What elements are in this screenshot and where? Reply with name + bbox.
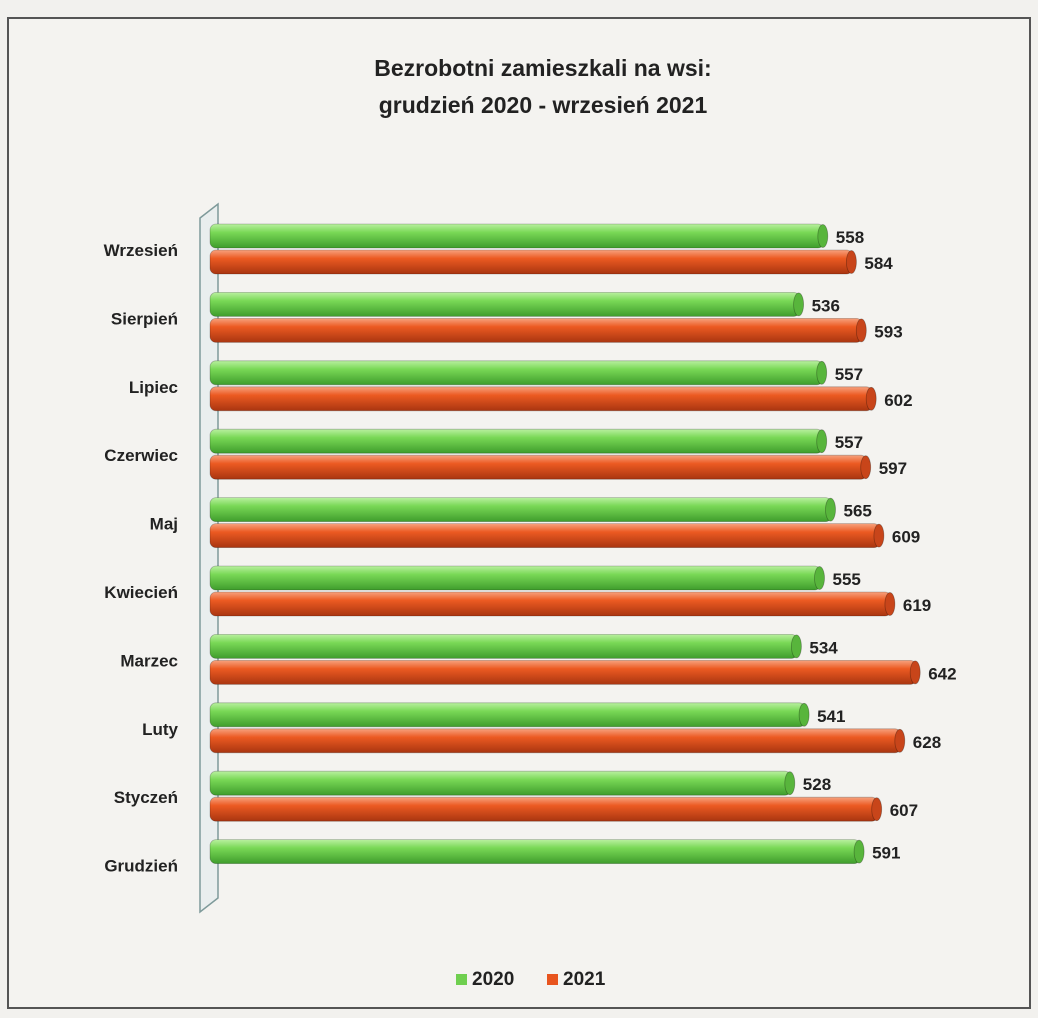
bar-2020 [209, 634, 798, 659]
bar-cap-2021 [884, 592, 896, 616]
bar-2021 [209, 591, 892, 617]
legend-label-2020: 2020 [472, 969, 514, 990]
bar-cap-2020 [853, 839, 865, 864]
category-label: Grudzień [104, 857, 178, 876]
bar-2020 [209, 428, 824, 454]
category-label: Wrzesień [104, 241, 178, 260]
bar-cap-2021 [865, 386, 877, 411]
category-label: Sierpień [111, 309, 178, 328]
category-labels: Wrzesień Sierpień Lipiec Czerwiec Maj Kwiecie… [104, 241, 179, 876]
data-label: 558 [836, 228, 864, 247]
data-label: 557 [835, 365, 863, 384]
data-label: 593 [874, 322, 902, 341]
bar-cap-2021 [873, 523, 885, 548]
bar-cap-2021 [894, 728, 906, 753]
category-label: Maj [150, 515, 178, 534]
category-label: Lipiec [129, 378, 178, 397]
bar-cap-2021 [860, 455, 872, 480]
bar-cap-2020 [798, 702, 810, 727]
legend-swatch-2021 [547, 974, 558, 985]
bar-2020 [209, 702, 806, 728]
bar-cap-2020 [816, 360, 828, 385]
data-label: 609 [892, 528, 920, 547]
legend-label-2021: 2021 [563, 969, 606, 990]
bar-2021 [209, 454, 868, 480]
data-label: 534 [809, 638, 838, 657]
bar-cap-2021 [846, 250, 857, 274]
data-label: 628 [913, 733, 941, 752]
bar-cap-2020 [784, 771, 796, 796]
bar-cap-2021 [855, 318, 867, 343]
bar-cap-2020 [793, 292, 804, 317]
chart-title: Bezrobotni zamieszkali na wsi: [374, 55, 711, 81]
bar-cap-2020 [825, 497, 836, 522]
bar-2020 [209, 565, 821, 591]
bar-cap-2021 [909, 660, 921, 685]
data-label: 555 [833, 570, 861, 589]
category-label: Marzec [120, 651, 178, 670]
category-label: Czerwiec [104, 446, 178, 465]
bar-2021 [209, 249, 853, 275]
bar-2021 [209, 523, 881, 548]
data-label: 541 [817, 707, 845, 726]
data-label: 584 [864, 254, 893, 273]
data-label: 642 [928, 664, 956, 683]
bar-2020 [209, 360, 824, 386]
chart-subtitle: grudzień 2020 - wrzesień 2021 [379, 92, 708, 118]
data-label: 591 [872, 844, 900, 863]
legend: 2020 2021 [456, 969, 606, 990]
bar-cap-2021 [871, 797, 883, 822]
data-label: 602 [884, 391, 912, 410]
category-label: Luty [142, 720, 178, 739]
bar-2021 [209, 317, 863, 343]
data-label: 565 [844, 502, 872, 521]
data-label: 597 [879, 459, 907, 478]
bar-cap-2020 [791, 634, 802, 659]
legend-swatch-2020 [456, 974, 467, 985]
bar-2020 [209, 291, 800, 317]
bar-2020 [209, 497, 832, 523]
bar-cap-2020 [816, 429, 828, 454]
category-label: Styczeń [114, 788, 178, 807]
bars [209, 223, 921, 864]
bar-2021 [209, 796, 879, 822]
data-label: 528 [803, 775, 831, 794]
bar-2021 [209, 728, 902, 754]
data-label: 536 [812, 296, 840, 315]
bar-cap-2020 [817, 224, 829, 248]
bar-2021 [209, 386, 873, 412]
category-label: Kwiecień [104, 583, 178, 602]
bar-2020 [209, 839, 861, 864]
bar-2021 [209, 660, 917, 685]
data-label: 607 [890, 801, 918, 820]
bar-2020 [209, 770, 792, 796]
bar-cap-2020 [814, 566, 825, 590]
data-label: 619 [903, 596, 931, 615]
bar-2020 [209, 223, 825, 249]
data-label: 557 [835, 433, 863, 452]
